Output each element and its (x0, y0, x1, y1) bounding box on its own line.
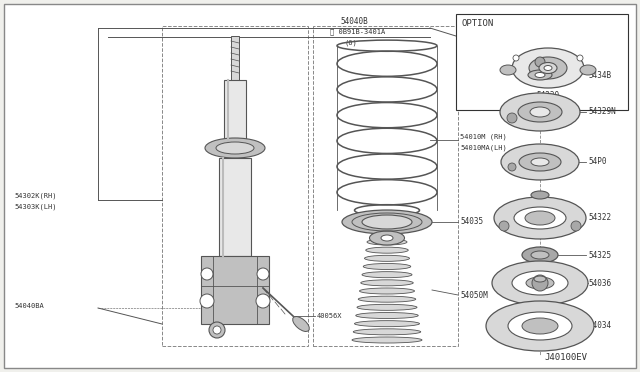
Ellipse shape (508, 312, 572, 340)
Text: OPTION: OPTION (462, 19, 494, 29)
Text: 54010M (RH): 54010M (RH) (460, 134, 507, 140)
Bar (224, 80, 246, 148)
Ellipse shape (364, 263, 411, 270)
Circle shape (201, 268, 213, 280)
Ellipse shape (500, 65, 516, 75)
Ellipse shape (512, 48, 584, 88)
Ellipse shape (522, 247, 558, 263)
Ellipse shape (492, 261, 588, 305)
Ellipse shape (500, 93, 580, 131)
Bar (201, 256, 269, 324)
Ellipse shape (529, 57, 567, 79)
Text: 54034: 54034 (588, 321, 611, 330)
Text: 54010MA(LH): 54010MA(LH) (460, 145, 507, 151)
Ellipse shape (518, 102, 562, 122)
Ellipse shape (356, 312, 419, 318)
Text: Ⓝ 0B91B-3401A: Ⓝ 0B91B-3401A (330, 29, 385, 35)
Ellipse shape (519, 153, 561, 171)
Circle shape (577, 55, 583, 61)
Ellipse shape (522, 318, 558, 334)
Ellipse shape (353, 329, 420, 335)
Ellipse shape (512, 271, 568, 295)
Ellipse shape (205, 138, 265, 158)
Text: 54036: 54036 (588, 279, 611, 288)
Text: 54329N: 54329N (588, 108, 616, 116)
Ellipse shape (531, 251, 549, 259)
Text: 54040B: 54040B (340, 17, 368, 26)
Text: 54322: 54322 (588, 214, 611, 222)
Text: 40056X: 40056X (317, 313, 342, 319)
Ellipse shape (365, 247, 408, 253)
Circle shape (209, 322, 225, 338)
Text: 54320: 54320 (536, 92, 559, 100)
Ellipse shape (535, 73, 545, 77)
Text: 54303K(LH): 54303K(LH) (14, 204, 56, 210)
Ellipse shape (531, 158, 549, 166)
Circle shape (532, 275, 548, 291)
Text: (6): (6) (345, 40, 358, 46)
Ellipse shape (362, 215, 412, 229)
Text: 5434B: 5434B (588, 71, 611, 80)
Ellipse shape (369, 231, 404, 245)
Ellipse shape (381, 235, 393, 241)
Ellipse shape (501, 144, 579, 180)
Ellipse shape (530, 107, 550, 117)
Circle shape (256, 294, 270, 308)
Ellipse shape (358, 296, 416, 302)
Bar (231, 36, 239, 80)
Bar (162, 26, 308, 346)
Text: 54P0: 54P0 (588, 157, 607, 167)
Circle shape (535, 57, 545, 67)
Circle shape (508, 163, 516, 171)
Circle shape (513, 55, 519, 61)
Ellipse shape (486, 301, 594, 351)
Bar (313, 26, 458, 346)
Ellipse shape (365, 255, 410, 262)
Circle shape (213, 326, 221, 334)
Text: 54040BA: 54040BA (14, 303, 44, 309)
Ellipse shape (580, 65, 596, 75)
Ellipse shape (352, 337, 422, 343)
Ellipse shape (362, 272, 412, 278)
Ellipse shape (525, 211, 555, 225)
Ellipse shape (544, 65, 552, 71)
Ellipse shape (342, 210, 432, 234)
Text: 54325: 54325 (588, 250, 611, 260)
Circle shape (571, 221, 581, 231)
Ellipse shape (292, 317, 309, 331)
Text: J40100EV: J40100EV (544, 353, 587, 362)
Circle shape (499, 221, 509, 231)
Ellipse shape (514, 207, 566, 229)
Circle shape (507, 113, 517, 123)
Text: 54035: 54035 (460, 218, 483, 227)
Ellipse shape (357, 304, 417, 310)
Ellipse shape (539, 62, 557, 74)
Bar (219, 158, 251, 256)
Text: 54302K(RH): 54302K(RH) (14, 193, 56, 199)
Ellipse shape (528, 70, 552, 80)
Ellipse shape (534, 276, 546, 282)
Bar (456, 14, 628, 110)
Ellipse shape (494, 197, 586, 239)
Ellipse shape (526, 277, 554, 289)
Text: 54050M: 54050M (460, 292, 488, 301)
Ellipse shape (367, 239, 407, 245)
Circle shape (257, 268, 269, 280)
Ellipse shape (361, 280, 413, 286)
Ellipse shape (531, 191, 549, 199)
Ellipse shape (360, 288, 415, 294)
Circle shape (200, 294, 214, 308)
Ellipse shape (355, 321, 419, 327)
Ellipse shape (216, 142, 254, 154)
